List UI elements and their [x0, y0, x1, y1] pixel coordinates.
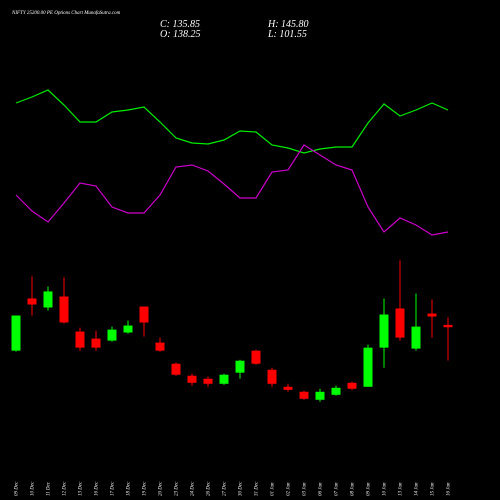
candle-body	[43, 291, 53, 308]
candle-body	[75, 331, 85, 348]
x-tick-label: 26 Dec	[207, 481, 212, 496]
x-tick-label: 08 Jan	[351, 482, 356, 496]
candle-body	[331, 387, 341, 395]
x-tick-label: 13 Jan	[399, 482, 404, 496]
x-tick-label: 09 Dec	[15, 481, 20, 496]
x-tick-label: 16 Dec	[95, 481, 100, 496]
candle-body	[187, 375, 197, 383]
x-tick-label: 30 Dec	[239, 481, 244, 496]
x-tick-label: 27 Dec	[223, 481, 228, 496]
x-tick-label: 18 Dec	[127, 481, 132, 496]
candle-body	[315, 391, 325, 400]
candle-body	[203, 378, 213, 384]
x-tick-label: 17 Dec	[111, 481, 116, 496]
candle-body	[443, 324, 453, 328]
x-tick-label: 12 Dec	[63, 481, 68, 496]
high-label: H: 145.80	[267, 19, 309, 30]
x-tick-label: 10 Dec	[31, 481, 36, 496]
x-tick-label: 10 Jan	[383, 482, 388, 496]
candle-body	[171, 363, 181, 375]
x-tick-label: 06 Jan	[319, 482, 324, 496]
candle-body	[123, 325, 133, 333]
open-label: O: 138.25	[160, 29, 201, 40]
x-tick-label: 31 Dec	[255, 481, 260, 496]
indicator-line	[15, 144, 449, 236]
x-tick-label: 23 Dec	[175, 481, 180, 496]
candle-body	[219, 374, 229, 384]
candle-body	[395, 308, 405, 338]
x-tick-label: 07 Jan	[335, 482, 340, 496]
candle-body	[283, 386, 293, 390]
x-tick-label: 11 Dec	[47, 481, 52, 496]
candle-body	[27, 298, 37, 305]
candle-body	[251, 350, 261, 364]
indicator-line	[15, 89, 449, 154]
candle-body	[139, 306, 149, 323]
candle-body	[427, 313, 437, 317]
candle-body	[11, 315, 21, 351]
candle-body	[267, 369, 277, 384]
candle-body	[363, 347, 373, 387]
x-tick-label: 15 Jan	[431, 482, 436, 496]
candle-body	[59, 296, 69, 323]
chart-title: NIFTY 25200.00 PE Options Chart MunafaSu…	[11, 11, 121, 16]
x-tick-label: 20 Dec	[159, 481, 164, 496]
x-tick-label: 01 Jan	[271, 482, 276, 496]
x-tick-label: 19 Dec	[143, 481, 148, 496]
low-label: L: 101.55	[267, 29, 307, 40]
x-tick-label: 09 Jan	[367, 482, 372, 496]
candle-body	[107, 329, 117, 341]
candle-body	[347, 382, 357, 389]
x-tick-label: 03 Jan	[303, 482, 308, 496]
x-tick-label: 13 Dec	[79, 481, 84, 496]
x-tick-label: 02 Jan	[287, 482, 292, 496]
candle-body	[91, 338, 101, 348]
x-tick-label: 24 Dec	[191, 481, 196, 496]
candle-body	[155, 342, 165, 351]
x-tick-label: 14 Jan	[415, 482, 420, 496]
candle-body	[299, 391, 309, 399]
candle-body	[235, 360, 245, 373]
candle-body	[379, 314, 389, 348]
candle-body	[411, 326, 421, 349]
x-tick-label: 16 Jan	[447, 482, 452, 496]
close-label: C: 135.85	[160, 19, 200, 30]
